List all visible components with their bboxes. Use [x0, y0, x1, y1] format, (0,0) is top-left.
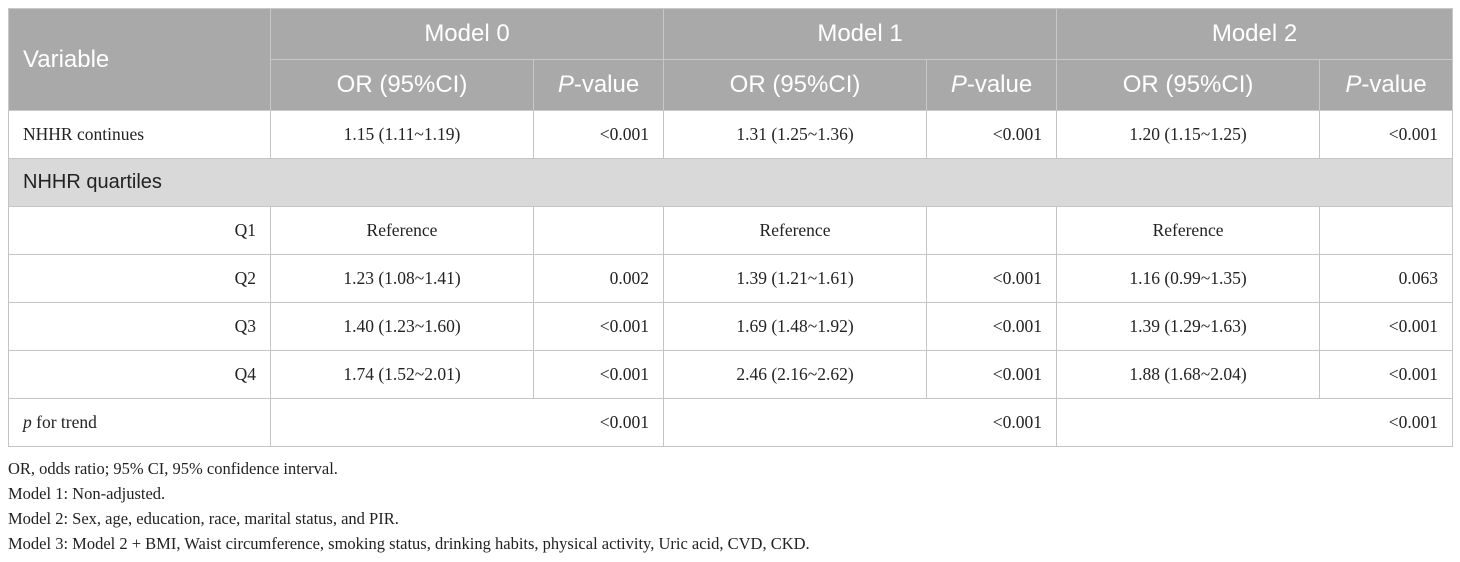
- or-cell: Reference: [663, 206, 928, 255]
- header-cell: P-value: [1319, 59, 1454, 111]
- footnote: Model 1: Non-adjusted.: [8, 484, 166, 503]
- p-cell: <0.001: [532, 110, 665, 159]
- table-wrap: Variable Model 0 Model 1 Model 2 OR (95%CI) P…: [7, 8, 1454, 556]
- or-cell: 1.39 (1.21~1.61): [663, 254, 928, 303]
- header-cell: Model 0: [269, 8, 665, 60]
- footnotes: OR, odds ratio; 95% CI, 95% confidence i…: [8, 456, 1452, 556]
- p-cell: <0.001: [269, 398, 665, 447]
- or-cell: 2.46 (2.16~2.62): [663, 350, 928, 399]
- p-cell: <0.001: [1319, 110, 1454, 159]
- row-label: p for trend: [8, 398, 271, 447]
- or-cell: 1.15 (1.11~1.19): [270, 110, 534, 159]
- p-cell: [926, 206, 1058, 255]
- data-row: Q4 1.74 (1.52~2.01) <0.001 2.46 (2.16~2.62)…: [8, 350, 1454, 399]
- p-cell: 0.002: [532, 254, 665, 303]
- header-row: Variable Model 0 Model 1 Model 2: [8, 8, 1454, 111]
- data-row: p for trend <0.001 <0.001 <0.001: [8, 398, 1454, 447]
- p-cell: <0.001: [926, 302, 1058, 351]
- p-cell: [532, 206, 665, 255]
- p-cell: <0.001: [926, 254, 1058, 303]
- header-row: OR (95%CI) P-value OR (95%CI) P-value OR (95…: [9, 59, 1454, 111]
- header-cell: OR (95%CI): [270, 59, 534, 111]
- section-label: NHHR quartiles: [7, 158, 1454, 207]
- p-cell: <0.001: [926, 350, 1058, 399]
- row-label: Q2: [8, 254, 271, 303]
- data-row: NHHR continues 1.15 (1.11~1.19) <0.001 1.31…: [8, 110, 1454, 159]
- footnote: OR, odds ratio; 95% CI, 95% confidence i…: [8, 459, 338, 478]
- or-cell: Reference: [1056, 206, 1321, 255]
- section-row: NHHR quartiles: [7, 158, 1454, 207]
- header-cell: OR (95%CI): [1056, 59, 1321, 111]
- p-cell: <0.001: [663, 398, 1058, 447]
- or-cell: 1.88 (1.68~2.04): [1056, 350, 1321, 399]
- or-cell: 1.74 (1.52~2.01): [270, 350, 534, 399]
- header-cell: P-value: [926, 59, 1058, 111]
- header-cell: Model 2: [1056, 8, 1454, 60]
- p-cell: <0.001: [532, 350, 665, 399]
- or-cell: 1.23 (1.08~1.41): [270, 254, 534, 303]
- or-cell: 1.16 (0.99~1.35): [1056, 254, 1321, 303]
- p-cell: <0.001: [1319, 350, 1454, 399]
- row-label: Q1: [8, 206, 271, 255]
- p-cell: <0.001: [1056, 398, 1454, 447]
- or-cell: Reference: [270, 206, 534, 255]
- row-label: Q4: [8, 350, 271, 399]
- results-table: Variable Model 0 Model 1 Model 2 OR (95%CI) P…: [7, 8, 1454, 447]
- p-cell: <0.001: [1319, 302, 1454, 351]
- header-cell: Variable: [8, 8, 271, 111]
- footnote: Model 3: Model 2 + BMI, Waist circumfere…: [8, 534, 810, 553]
- data-row: Q3 1.40 (1.23~1.60) <0.001 1.69 (1.48~1.92)…: [8, 302, 1454, 351]
- p-cell: 0.063: [1319, 254, 1454, 303]
- or-cell: 1.20 (1.15~1.25): [1056, 110, 1321, 159]
- row-label: Q3: [8, 302, 271, 351]
- p-cell: [1319, 206, 1454, 255]
- footnote: Model 2: Sex, age, education, race, mari…: [8, 509, 399, 528]
- p-cell: <0.001: [532, 302, 665, 351]
- p-cell: <0.001: [926, 110, 1058, 159]
- header-cell: Model 1: [663, 8, 1058, 60]
- or-cell: 1.40 (1.23~1.60): [270, 302, 534, 351]
- or-cell: 1.69 (1.48~1.92): [663, 302, 928, 351]
- data-row: Q2 1.23 (1.08~1.41) 0.002 1.39 (1.21~1.61) <…: [8, 254, 1454, 303]
- or-cell: 1.31 (1.25~1.36): [663, 110, 928, 159]
- header-cell: OR (95%CI): [663, 59, 928, 111]
- header-cell: P-value: [532, 59, 665, 111]
- data-row: Q1 Reference Reference Reference: [8, 206, 1454, 255]
- row-label: NHHR continues: [8, 110, 271, 159]
- or-cell: 1.39 (1.29~1.63): [1056, 302, 1321, 351]
